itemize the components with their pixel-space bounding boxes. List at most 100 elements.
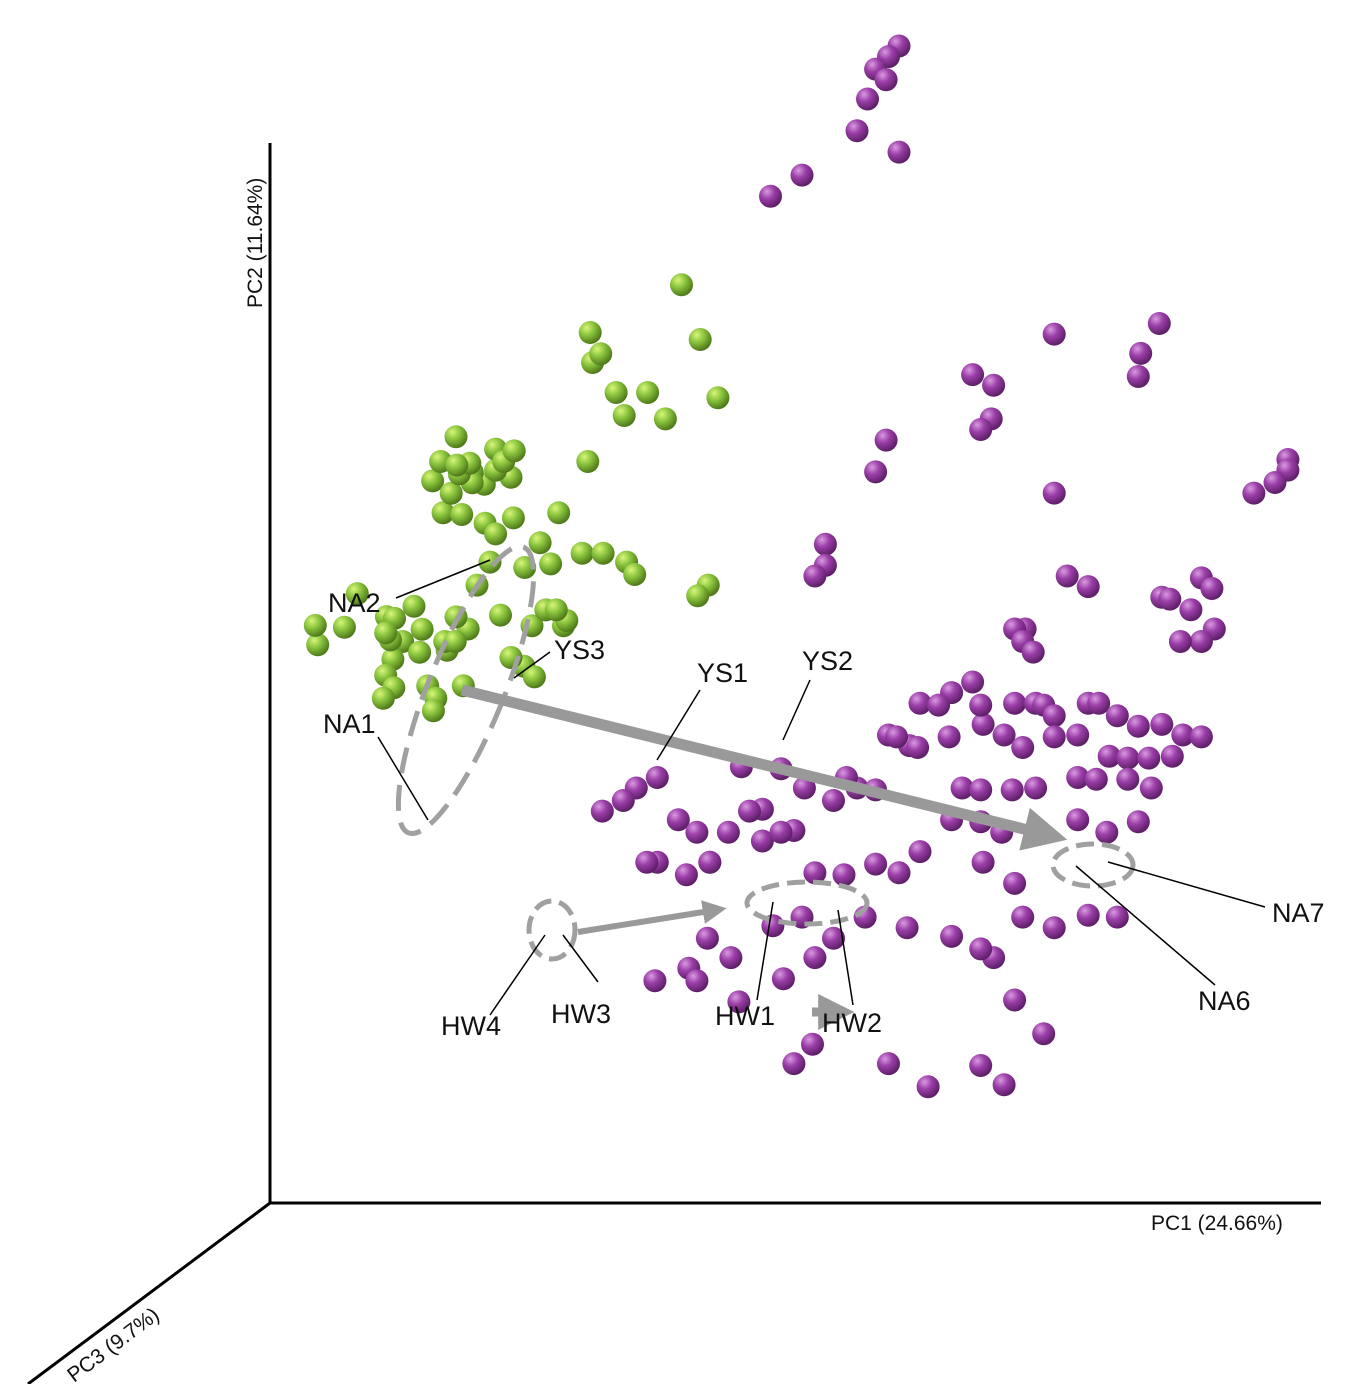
green-sample-point-33 — [501, 506, 525, 530]
purple-sample-point-63 — [937, 725, 961, 749]
green-sample-point-13 — [410, 617, 434, 641]
purple-sample-point-145 — [769, 820, 793, 844]
purple-sample-point-121 — [916, 1075, 940, 1099]
purple-sample-point-117 — [822, 926, 845, 950]
green-sample-point-0 — [306, 633, 330, 657]
purple-sample-point-138 — [695, 926, 719, 950]
purple-sample-point-32 — [1200, 577, 1224, 600]
purple-sample-point-22 — [813, 532, 837, 556]
green-sample-point-45 — [547, 501, 571, 525]
purple-sample-point-91 — [969, 937, 993, 961]
purple-sample-point-124 — [666, 808, 690, 832]
hw3-hw4-ellipse — [526, 898, 578, 962]
purple-sample-point-114 — [1076, 903, 1100, 927]
pc2-axis-label: PC2 (11.64%) — [244, 178, 267, 308]
green-sample-point-15 — [402, 594, 426, 618]
purple-sample-point-144 — [1055, 564, 1079, 588]
purple-sample-point-119 — [727, 990, 751, 1014]
purple-sample-point-96 — [992, 1073, 1016, 1097]
label-na1: NA1 — [323, 709, 376, 739]
pc3-axis-label: PC3 (9.7%) — [63, 1303, 164, 1384]
green-sample-point-72 — [636, 381, 660, 404]
purple-sample-point-100 — [738, 799, 761, 823]
purple-sample-point-68 — [1066, 723, 1090, 747]
purple-sample-point-71 — [1137, 746, 1161, 770]
purple-sample-point-136 — [685, 969, 709, 993]
purple-sample-point-101 — [716, 820, 740, 844]
hw1-hw2-ellipse — [744, 879, 870, 927]
green-sample-point-70 — [604, 381, 628, 404]
purple-sample-point-54 — [1105, 704, 1129, 728]
purple-sample-point-16 — [961, 363, 985, 387]
purple-sample-point-38 — [1168, 630, 1192, 653]
green-sample-point-31 — [431, 501, 455, 525]
purple-sample-point-122 — [782, 1052, 806, 1076]
purple-sample-point-59 — [885, 725, 909, 749]
purple-sample-point-62 — [906, 736, 930, 759]
purple-sample-point-30 — [1076, 575, 1100, 599]
hw1-leader — [756, 901, 774, 1001]
green-sample-point-48 — [528, 531, 552, 555]
purple-sample-point-66 — [1011, 736, 1035, 759]
purple-sample-point-51 — [1042, 704, 1066, 728]
pc3-axis-line — [27, 1201, 271, 1384]
purple-sample-point-127 — [645, 766, 669, 789]
purple-sample-point-146 — [750, 829, 774, 853]
green-sample-point-73 — [670, 273, 693, 297]
purple-sample-point-43 — [961, 670, 985, 694]
green-sample-point-75 — [653, 407, 677, 431]
purple-sample-point-19 — [969, 418, 993, 441]
purple-sample-point-112 — [940, 924, 964, 948]
purple-sample-point-25 — [1042, 481, 1066, 505]
green-sample-point-57 — [686, 584, 710, 608]
purple-sample-point-12 — [1042, 322, 1066, 346]
ys1-leader — [656, 689, 701, 761]
pc1-axis-label: PC1 (24.66%) — [1151, 1212, 1283, 1235]
na2-leader — [395, 559, 491, 599]
purple-sample-point-69 — [1097, 744, 1121, 768]
green-sample-point-74 — [688, 328, 712, 351]
trajectory-arrow-na — [460, 684, 1068, 851]
purple-sample-point-76 — [1139, 776, 1163, 800]
green-sample-point-62 — [544, 598, 568, 622]
label-ys1: YS1 — [697, 658, 748, 688]
purple-sample-point-75 — [1116, 767, 1140, 791]
purple-sample-point-87 — [1126, 810, 1150, 834]
green-sample-point-28 — [502, 439, 526, 463]
green-sample-point-49 — [539, 552, 563, 576]
purple-sample-point-77 — [950, 776, 974, 800]
purple-sample-point-74 — [1084, 767, 1108, 791]
purple-sample-point-29 — [1242, 481, 1266, 505]
purple-sample-point-46 — [927, 693, 951, 717]
purple-sample-point-67 — [1042, 725, 1066, 749]
purple-sample-point-106 — [832, 863, 856, 887]
purple-sample-point-21 — [864, 460, 888, 484]
purple-sample-point-7 — [856, 87, 879, 111]
green-sample-point-76 — [706, 386, 730, 410]
green-sample-point-3 — [345, 582, 369, 606]
green-sample-point-50 — [478, 550, 502, 574]
purple-sample-point-128 — [590, 799, 614, 823]
label-ys3: YS3 — [554, 635, 605, 665]
purple-sample-point-134 — [719, 946, 743, 970]
green-sample-point-54 — [570, 541, 594, 565]
na1-leader — [377, 736, 429, 821]
purple-sample-point-141 — [822, 789, 845, 812]
purple-sample-point-35 — [1179, 598, 1203, 622]
purple-sample-point-14 — [1129, 341, 1153, 365]
label-na6: NA6 — [1198, 986, 1251, 1016]
data-points — [303, 34, 1300, 1099]
purple-sample-point-137 — [643, 969, 667, 993]
na7-leader — [1107, 861, 1266, 908]
purple-sample-point-111 — [895, 916, 919, 940]
hw2-leader — [837, 909, 854, 1006]
purple-sample-point-142 — [792, 776, 816, 800]
green-sample-point-68 — [589, 342, 613, 366]
purple-sample-point-70 — [1116, 746, 1140, 770]
purple-sample-point-131 — [698, 850, 722, 874]
purple-sample-point-53 — [1087, 691, 1111, 715]
hw4-leader — [489, 934, 546, 1016]
purple-sample-point-89 — [1003, 871, 1027, 895]
green-sample-point-52 — [623, 563, 647, 586]
